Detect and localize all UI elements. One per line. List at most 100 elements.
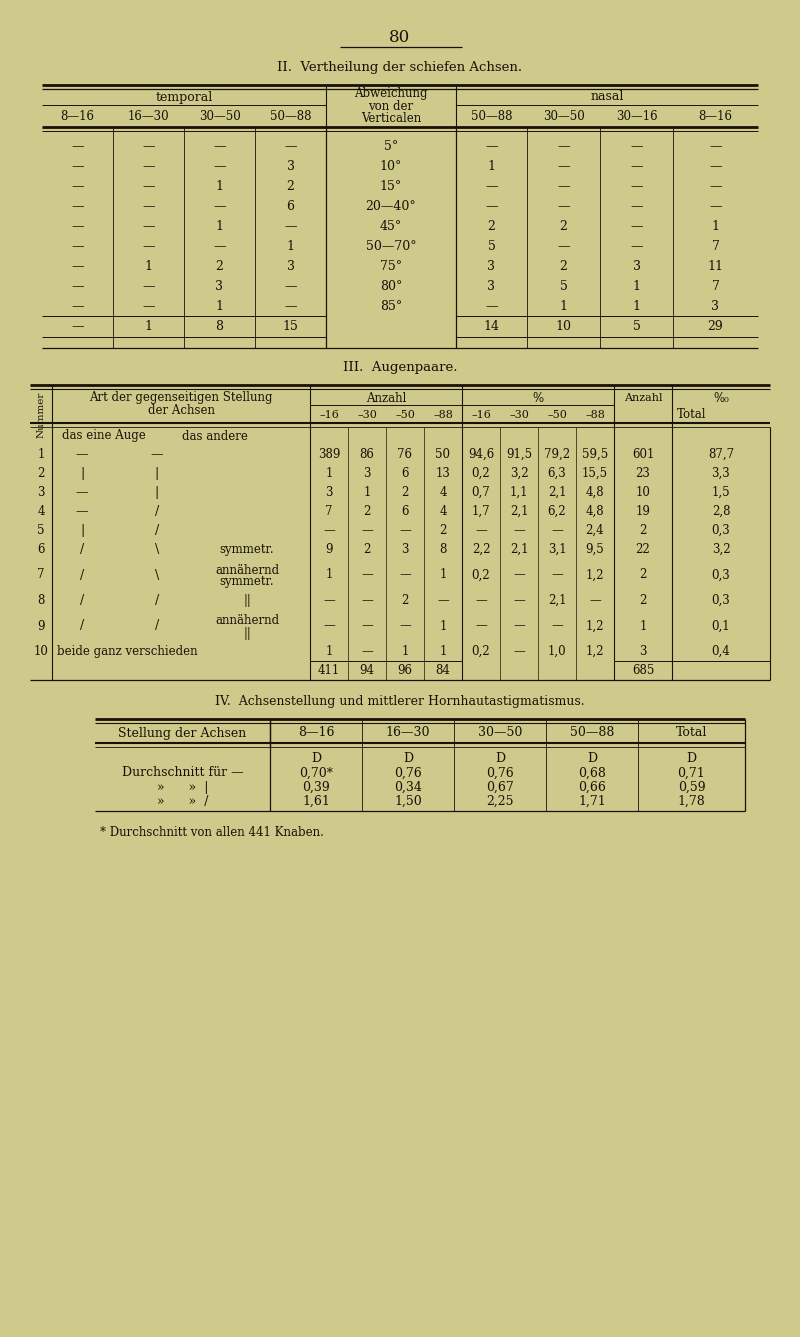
Text: —: —: [142, 140, 154, 154]
Text: —: —: [475, 524, 487, 537]
Text: —: —: [361, 644, 373, 658]
Text: –30: –30: [509, 410, 529, 420]
Text: 0,3: 0,3: [712, 568, 730, 582]
Text: 411: 411: [318, 664, 340, 677]
Text: 20—40°: 20—40°: [366, 201, 416, 214]
Text: —: —: [323, 594, 335, 607]
Text: —: —: [361, 524, 373, 537]
Text: »      »  /: » » /: [157, 794, 208, 808]
Text: 15°: 15°: [380, 180, 402, 194]
Text: —: —: [513, 594, 525, 607]
Text: 1: 1: [402, 644, 409, 658]
Text: 3: 3: [639, 644, 646, 658]
Text: 3: 3: [402, 543, 409, 556]
Text: 3: 3: [286, 261, 294, 274]
Text: 0,7: 0,7: [472, 487, 490, 499]
Text: 3,3: 3,3: [712, 467, 730, 480]
Text: 3: 3: [487, 281, 495, 294]
Text: 13: 13: [435, 467, 450, 480]
Text: 6: 6: [38, 543, 45, 556]
Text: —: —: [142, 281, 154, 294]
Text: —: —: [589, 594, 601, 607]
Text: D: D: [587, 753, 597, 766]
Text: 2: 2: [559, 261, 567, 274]
Text: —: —: [486, 201, 498, 214]
Text: 5: 5: [487, 241, 495, 254]
Text: das andere: das andere: [182, 429, 248, 443]
Text: 0,3: 0,3: [712, 524, 730, 537]
Text: –50: –50: [395, 410, 415, 420]
Text: 2: 2: [363, 543, 370, 556]
Text: —: —: [142, 301, 154, 313]
Text: 7: 7: [711, 281, 719, 294]
Text: von der: von der: [369, 99, 414, 112]
Text: 9: 9: [326, 543, 333, 556]
Text: —: —: [214, 160, 226, 174]
Text: 50—88: 50—88: [270, 111, 311, 123]
Text: symmetr.: symmetr.: [220, 575, 274, 588]
Text: 1: 1: [215, 180, 223, 194]
Text: /: /: [155, 619, 159, 632]
Text: 2: 2: [559, 221, 567, 234]
Text: —: —: [710, 140, 722, 154]
Text: temporal: temporal: [155, 91, 213, 103]
Text: —: —: [630, 201, 642, 214]
Text: 0,2: 0,2: [472, 644, 490, 658]
Text: 2: 2: [487, 221, 495, 234]
Text: –88: –88: [585, 410, 605, 420]
Text: 11: 11: [707, 261, 723, 274]
Text: 9: 9: [38, 619, 45, 632]
Text: 19: 19: [635, 505, 650, 517]
Text: —: —: [710, 180, 722, 194]
Text: —: —: [71, 301, 84, 313]
Text: 1: 1: [145, 261, 153, 274]
Text: 3: 3: [633, 261, 641, 274]
Text: –16: –16: [471, 410, 491, 420]
Text: |: |: [80, 524, 84, 537]
Text: —: —: [361, 568, 373, 582]
Text: 50: 50: [435, 448, 450, 461]
Text: /: /: [80, 619, 84, 632]
Text: 10: 10: [555, 321, 571, 333]
Text: /: /: [155, 505, 159, 517]
Text: 15,5: 15,5: [582, 467, 608, 480]
Text: —: —: [551, 524, 563, 537]
Text: 84: 84: [435, 664, 450, 677]
Text: —: —: [71, 281, 84, 294]
Text: 2,1: 2,1: [510, 543, 528, 556]
Text: —: —: [71, 180, 84, 194]
Text: —: —: [76, 505, 88, 517]
Text: 2,25: 2,25: [486, 794, 514, 808]
Text: 0,66: 0,66: [578, 781, 606, 793]
Text: 9,5: 9,5: [586, 543, 604, 556]
Text: /: /: [80, 568, 84, 582]
Text: 685: 685: [632, 664, 654, 677]
Text: 5: 5: [559, 281, 567, 294]
Text: —: —: [710, 160, 722, 174]
Text: —: —: [71, 321, 84, 333]
Text: —: —: [284, 301, 297, 313]
Text: 2: 2: [439, 524, 446, 537]
Text: —: —: [214, 241, 226, 254]
Text: 1,5: 1,5: [712, 487, 730, 499]
Text: II.  Vertheilung der schiefen Achsen.: II. Vertheilung der schiefen Achsen.: [278, 62, 522, 75]
Text: annähernd: annähernd: [215, 615, 279, 627]
Text: 50—88: 50—88: [570, 726, 614, 739]
Text: —: —: [214, 140, 226, 154]
Text: %₀: %₀: [713, 392, 729, 405]
Text: |: |: [80, 467, 84, 480]
Text: 6: 6: [402, 467, 409, 480]
Text: |: |: [155, 467, 159, 480]
Text: –30: –30: [357, 410, 377, 420]
Text: —: —: [558, 201, 570, 214]
Text: /: /: [155, 524, 159, 537]
Text: 8—16: 8—16: [698, 111, 733, 123]
Text: —: —: [214, 201, 226, 214]
Text: D: D: [495, 753, 505, 766]
Text: —: —: [142, 241, 154, 254]
Text: 6,3: 6,3: [548, 467, 566, 480]
Text: * Durchschnitt von allen 441 Knaben.: * Durchschnitt von allen 441 Knaben.: [100, 826, 324, 840]
Text: 4: 4: [439, 505, 446, 517]
Text: —: —: [71, 160, 84, 174]
Text: —: —: [475, 594, 487, 607]
